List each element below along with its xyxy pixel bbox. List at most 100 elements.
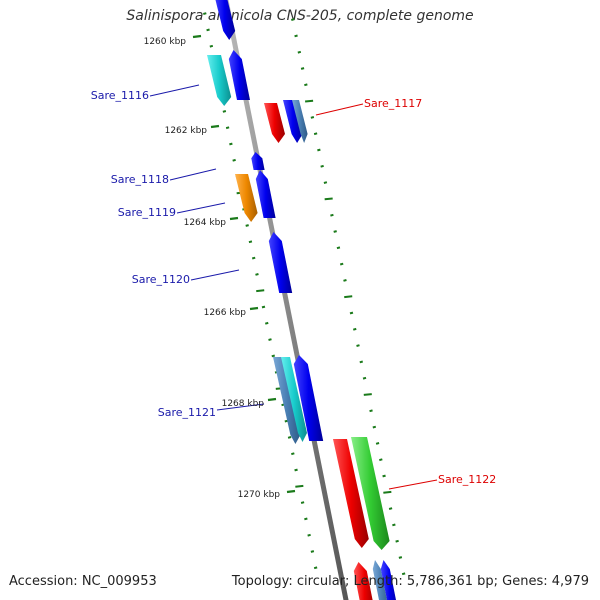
tick-mark <box>363 393 372 396</box>
tick-mark <box>261 305 266 309</box>
tick-mark <box>372 425 377 429</box>
tick-mark <box>344 295 353 299</box>
gene-label: Sare_1122 <box>438 473 496 486</box>
tick-mark <box>264 321 269 325</box>
tick-mark <box>248 240 253 244</box>
scale-label: 1260 kbp <box>144 37 187 47</box>
tick-mark <box>291 18 295 21</box>
gene-block-reverse <box>372 560 387 600</box>
scale-label: 1262 kbp <box>165 126 208 136</box>
tick-mark <box>398 556 403 559</box>
tick-mark <box>382 474 386 478</box>
scale-label: 1268 kbp <box>222 399 265 409</box>
accession-label: Accession: NC_009953 <box>9 574 157 589</box>
tick-mark <box>313 132 318 136</box>
tick-mark <box>255 273 259 276</box>
tick-mark <box>294 34 298 38</box>
gene-label: Sare_1121 <box>158 406 216 419</box>
gene-block-forward <box>251 152 265 170</box>
tick-mark <box>369 409 373 413</box>
tick-mark <box>203 12 207 15</box>
scale-label: 1266 kbp <box>204 308 247 318</box>
gene-block-reverse <box>292 100 308 143</box>
gene-block-forward <box>293 355 324 441</box>
tick-mark <box>300 501 305 504</box>
tick-mark <box>352 327 357 331</box>
tick-mark <box>388 507 393 510</box>
scale-tick <box>267 397 277 402</box>
tick-mark <box>206 28 210 32</box>
gene-block-reverse <box>380 560 396 600</box>
tick-mark <box>330 213 334 217</box>
gene-label: Sare_1118 <box>111 173 169 186</box>
tick-mark <box>245 224 249 227</box>
tick-mark <box>383 490 392 494</box>
tick-mark <box>379 458 383 462</box>
label-leader-line <box>190 269 240 281</box>
gene-label: Sare_1116 <box>91 89 149 102</box>
tick-mark <box>313 566 318 570</box>
gene-block-forward <box>215 0 236 40</box>
tick-mark <box>310 116 315 119</box>
tick-mark <box>310 550 315 553</box>
gene-block-forward <box>207 55 232 106</box>
tick-mark <box>323 181 328 184</box>
label-leader-line <box>176 202 226 214</box>
tick-mark <box>395 539 399 543</box>
tick-mark <box>356 344 360 347</box>
tick-mark <box>359 360 364 364</box>
gene-block-forward <box>273 357 301 444</box>
genome-summary: Topology: circular; Length: 5,786,361 bp… <box>231 574 589 589</box>
tick-mark <box>392 523 396 527</box>
tick-mark <box>294 468 298 472</box>
tick-mark <box>336 246 341 250</box>
gene-block-forward <box>228 50 250 100</box>
tick-mark <box>333 230 337 233</box>
gene-block-reverse <box>283 100 303 143</box>
label-leader-line <box>315 103 364 116</box>
gene-block-forward <box>268 232 293 293</box>
gene-block-forward <box>235 174 258 222</box>
map-title: Salinispora arenicola CNS-205, complete … <box>126 8 474 24</box>
tick-mark <box>305 99 314 103</box>
tick-mark <box>307 533 311 537</box>
tick-mark <box>287 436 292 439</box>
scale-tick <box>192 34 202 39</box>
tick-mark <box>291 452 295 456</box>
tick-mark <box>349 311 354 315</box>
tick-mark <box>375 442 380 445</box>
gene-block-reverse <box>351 437 390 550</box>
gene-label: Sare_1120 <box>132 273 190 286</box>
label-leader-line <box>149 84 200 97</box>
scale-tick <box>249 306 259 311</box>
label-leader-line <box>216 403 265 411</box>
label-leader-line <box>388 479 438 490</box>
tick-mark <box>324 197 333 201</box>
gene-label: Sare_1119 <box>118 206 176 219</box>
gene-features <box>207 0 396 600</box>
scale-tick <box>210 124 220 129</box>
tick-mark <box>317 148 321 152</box>
gene-block-forward <box>281 357 307 442</box>
tick-mark <box>339 262 344 266</box>
gene-label: Sare_1117 <box>364 97 422 110</box>
tick-mark <box>268 338 272 341</box>
gene-labels: Sare_1116 Sare_1117 Sare_1118 Sare_1119 Sare… <box>91 84 496 490</box>
gene-block-reverse <box>264 103 285 143</box>
tick-mark <box>401 572 406 576</box>
tick-mark <box>271 354 276 358</box>
scale-tick <box>229 216 239 221</box>
gene-block-reverse <box>333 439 369 548</box>
tick-mark <box>222 110 227 113</box>
scale-label: 1264 kbp <box>184 218 227 228</box>
tick-mark <box>320 164 324 168</box>
tick-mark <box>256 289 265 293</box>
tick-mark <box>209 44 214 48</box>
tick-mark <box>295 484 304 488</box>
tick-mark <box>304 83 308 87</box>
scale-tick <box>286 489 296 494</box>
tick-mark <box>229 142 233 146</box>
tick-mark <box>300 67 305 70</box>
tick-mark <box>362 376 367 380</box>
